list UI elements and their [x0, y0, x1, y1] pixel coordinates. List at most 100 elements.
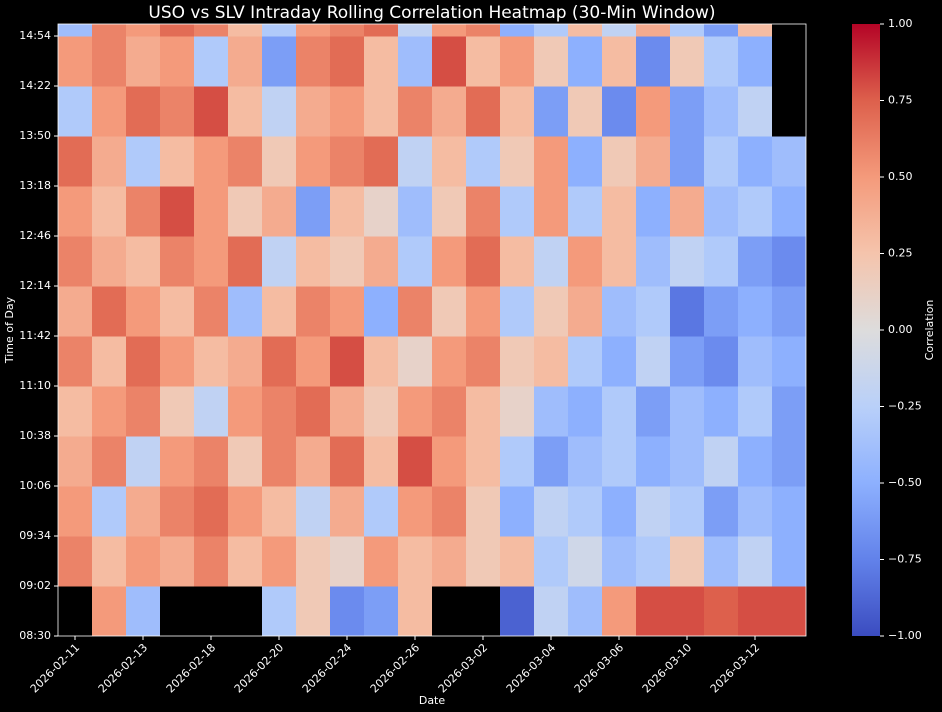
heatmap-cell: [92, 24, 127, 37]
heatmap-cell: [228, 486, 263, 537]
colorbar-tick-label: −0.25: [888, 400, 922, 413]
heatmap-cell: [466, 36, 501, 87]
heatmap-cell: [500, 136, 535, 187]
heatmap-cell: [126, 336, 161, 387]
heatmap-cell: [568, 386, 603, 437]
heatmap-cell: [738, 286, 773, 337]
heatmap-cell: [534, 24, 569, 37]
heatmap-cell: [126, 36, 161, 87]
heatmap-cell: [330, 86, 365, 137]
heatmap-cell: [466, 336, 501, 387]
heatmap-cell: [738, 236, 773, 287]
heatmap-cell: [228, 86, 263, 137]
heatmap-cell: [364, 24, 399, 37]
heatmap-cell: [432, 436, 467, 487]
colorbar-tick-label: 0.50: [888, 170, 913, 183]
heatmap-cell: [58, 136, 93, 187]
heatmap-cell: [398, 536, 433, 587]
heatmap-cell: [398, 386, 433, 437]
heatmap-cell: [194, 136, 229, 187]
y-tick-label: 11:10: [19, 379, 51, 392]
heatmap-cell: [194, 386, 229, 437]
heatmap-cell: [670, 536, 705, 587]
heatmap-cell: [228, 236, 263, 287]
heatmap-cell: [262, 86, 297, 137]
heatmap-cell: [58, 536, 93, 587]
heatmap-cell: [262, 436, 297, 487]
heatmap-cell: [398, 586, 433, 636]
heatmap-cell: [602, 386, 637, 437]
heatmap-cell: [296, 336, 331, 387]
heatmap-cell: [500, 36, 535, 87]
heatmap-cell: [330, 24, 365, 37]
heatmap-cell: [160, 236, 195, 287]
chart-title: USO vs SLV Intraday Rolling Correlation …: [148, 3, 715, 23]
plot-frame: [57, 23, 807, 637]
heatmap-cell: [194, 536, 229, 587]
heatmap-cell: [126, 436, 161, 487]
x-axis-label: Date: [419, 694, 446, 707]
heatmap-cell: [194, 436, 229, 487]
y-tick-label: 13:50: [19, 129, 51, 142]
heatmap-cell: [330, 236, 365, 287]
heatmap-cell: [534, 486, 569, 537]
heatmap-cell: [126, 86, 161, 137]
heatmap-cell: [636, 36, 671, 87]
heatmap-cell: [194, 86, 229, 137]
heatmap-cell: [330, 586, 365, 636]
heatmap-cell: [262, 136, 297, 187]
y-tick-label: 14:22: [19, 79, 51, 92]
heatmap-cell: [194, 186, 229, 237]
heatmap-cell: [534, 186, 569, 237]
heatmap-cell: [432, 386, 467, 437]
heatmap-cell: [568, 436, 603, 487]
heatmap-cell: [432, 236, 467, 287]
heatmap-cell: [738, 136, 773, 187]
heatmap-cell: [602, 186, 637, 237]
x-tick-label: 2026-03-10: [640, 641, 694, 695]
heatmap-cell: [602, 136, 637, 187]
heatmap-cell: [500, 24, 535, 37]
heatmap-cell: [364, 286, 399, 337]
heatmap-cell: [262, 586, 297, 636]
heatmap-cell: [92, 236, 127, 287]
heatmap-cell: [636, 24, 671, 37]
heatmap-cell: [534, 536, 569, 587]
heatmap-cell: [160, 486, 195, 537]
heatmap-cell: [534, 86, 569, 137]
heatmap-cell: [92, 586, 127, 636]
heatmap-cell: [534, 386, 569, 437]
missing-cell: [160, 586, 195, 636]
heatmap-cell: [398, 136, 433, 187]
heatmap-cell: [296, 486, 331, 537]
heatmap-cell: [738, 586, 773, 636]
y-tick-label: 08:30: [19, 629, 51, 642]
missing-cell: [194, 586, 229, 636]
heatmap-cell: [126, 236, 161, 287]
heatmap-cell: [432, 186, 467, 237]
heatmap-cell: [160, 386, 195, 437]
heatmap-cell: [398, 286, 433, 337]
colorbar-label: Correlation: [923, 300, 936, 361]
heatmap-cell: [772, 536, 806, 587]
missing-cell: [772, 24, 806, 37]
heatmap-cell: [58, 86, 93, 137]
heatmap-cell: [364, 536, 399, 587]
heatmap-cell: [398, 236, 433, 287]
heatmap-cell: [330, 536, 365, 587]
heatmap-cell: [296, 24, 331, 37]
heatmap-cell: [262, 236, 297, 287]
heatmap-cell: [58, 486, 93, 537]
heatmap-cell: [772, 136, 806, 187]
heatmap-cell: [602, 536, 637, 587]
heatmap-cell: [364, 586, 399, 636]
heatmap-cell: [92, 286, 127, 337]
heatmap-cell: [398, 486, 433, 537]
colorbar-tick-label: 0.25: [888, 247, 913, 260]
heatmap-cell: [704, 486, 739, 537]
heatmap-cell: [432, 136, 467, 187]
heatmap-cell: [704, 136, 739, 187]
heatmap-cell: [704, 186, 739, 237]
heatmap-cell: [602, 436, 637, 487]
